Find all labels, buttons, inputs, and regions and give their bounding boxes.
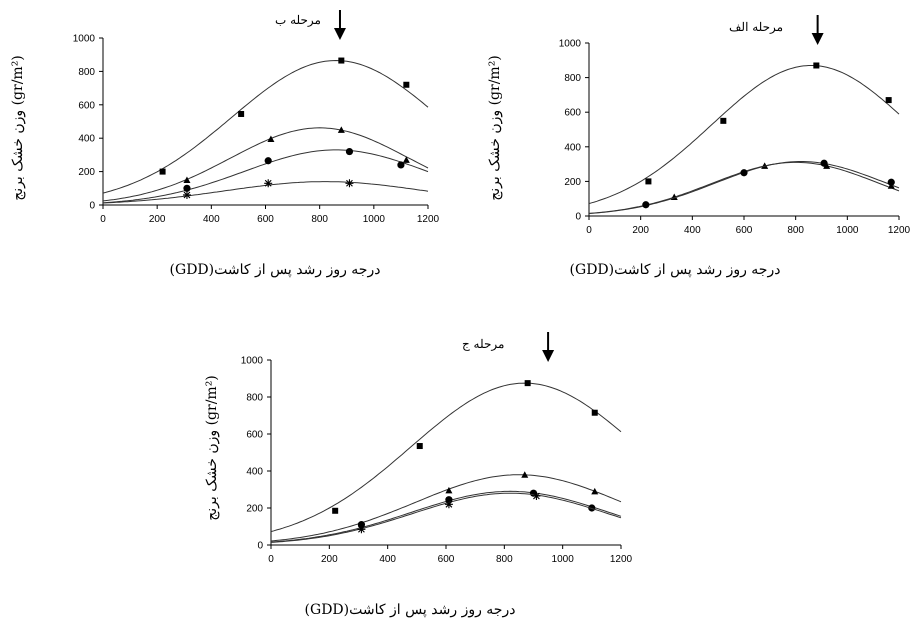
data-point-triangle [445, 486, 453, 494]
data-point-star [182, 190, 191, 199]
chart-panel-b: مرحله ب وزن خشک برنج (gr/m²) درجه روز رش… [0, 0, 455, 300]
fit-curve-square [270, 382, 622, 533]
x-tick-label: 1000 [836, 225, 859, 236]
x-tick-label: 400 [203, 214, 220, 225]
y-tick-label: 400 [246, 467, 263, 478]
x-tick-label: 1200 [417, 214, 440, 225]
y-tick-label: 800 [246, 393, 263, 404]
plot-alef: 0 200 400 600 800 1000 1200 0 200 400 600 800 1000 [559, 15, 911, 236]
data-point-circle [397, 161, 405, 169]
y-tick-label: 200 [246, 504, 263, 515]
y-tick-label: 600 [246, 430, 263, 441]
y-tick-label: 600 [78, 100, 95, 111]
stage-label-b: مرحله ب [275, 13, 321, 27]
data-point-square [416, 443, 423, 450]
x-tick-label: 1200 [610, 554, 633, 565]
x-tick-label: 0 [268, 554, 274, 565]
data-point-circle [345, 147, 354, 156]
data-point-star [345, 179, 354, 188]
x-tick-label: 0 [586, 225, 592, 236]
stage-arrow-head [333, 28, 346, 40]
y-tick-label: 800 [564, 73, 581, 84]
data-point-square [885, 97, 892, 104]
fit-curve-star [270, 492, 622, 543]
data-point-triangle [337, 126, 345, 133]
y-tick-label: 400 [564, 142, 581, 153]
x-tick-label: 200 [632, 225, 649, 236]
data-point-square [403, 81, 410, 88]
y-tick-label: 200 [78, 167, 95, 178]
data-point-triangle [521, 471, 529, 478]
y-tick-label: 1000 [241, 356, 264, 367]
data-point-square [813, 62, 820, 69]
x-tick-label: 400 [379, 554, 396, 565]
stage-label-alef: مرحله الف [729, 20, 784, 34]
x-tick-label: 800 [496, 554, 513, 565]
x-tick-label: 1000 [363, 214, 386, 225]
data-point-circle [642, 201, 650, 209]
data-point-triangle [183, 176, 191, 183]
data-point-triangle [591, 487, 599, 495]
data-point-circle [264, 157, 272, 165]
data-point-triangle [402, 156, 410, 163]
x-tick-label: 800 [311, 214, 328, 225]
x-tick-label: 400 [684, 225, 701, 236]
x-tick-label: 600 [257, 214, 274, 225]
data-point-square [332, 507, 339, 514]
data-point-square [238, 110, 245, 117]
data-point-square [720, 117, 727, 124]
data-point-square [591, 409, 598, 416]
x-tick-label: 600 [438, 554, 455, 565]
data-point-circle [887, 178, 895, 186]
fit-curve-square [102, 59, 429, 194]
data-point-square [645, 178, 652, 185]
y-tick-label: 600 [564, 108, 581, 119]
y-tick-label: 200 [564, 177, 581, 188]
y-tick-label: 800 [78, 67, 95, 78]
data-point-star [532, 491, 541, 500]
y-tick-label: 1000 [559, 39, 582, 50]
y-tick-label: 0 [89, 201, 95, 212]
data-point-star [444, 500, 453, 509]
x-axis-label-alef: درجه روز رشد پس از کاشت(GDD) [569, 262, 781, 278]
x-tick-label: 1200 [888, 225, 911, 236]
fit-curve-triangle [102, 127, 429, 202]
stage-label-jim: مرحله ج [462, 337, 505, 351]
plot-jim: 0 200 400 600 800 1000 1200 0 200 400 600 800 1000 [241, 332, 633, 565]
data-point-circle [820, 159, 828, 167]
y-tick-label: 400 [78, 134, 95, 145]
fit-curve-triangle [270, 474, 622, 542]
x-tick-label: 600 [736, 225, 753, 236]
data-point-square [159, 168, 166, 175]
chart-panel-jim: مرحله ج وزن خشک برنج (gr/m²) درجه روز رش… [180, 320, 660, 620]
x-tick-label: 200 [321, 554, 338, 565]
plot-b: 0 200 400 600 800 1000 1200 0 200 400 600 800 1000 [73, 10, 440, 225]
x-tick-label: 0 [100, 214, 106, 225]
stage-arrow-head [811, 33, 824, 45]
stage-arrow-head [542, 350, 555, 362]
data-point-triangle [761, 162, 769, 169]
data-point-triangle [267, 135, 275, 143]
x-axis-label-b: درجه روز رشد پس از کاشت(GDD) [169, 262, 381, 278]
x-tick-label: 200 [149, 214, 166, 225]
chart-panel-alef: مرحله الف وزن خشک برنج (gr/m²) درجه روز … [455, 0, 911, 300]
data-point-circle [740, 169, 748, 177]
y-tick-label: 0 [257, 541, 263, 552]
data-point-square [524, 380, 531, 387]
x-tick-label: 800 [787, 225, 804, 236]
fit-curve-circle [102, 149, 429, 204]
x-tick-label: 1000 [552, 554, 575, 565]
data-point-circle [357, 521, 366, 529]
data-point-square [338, 57, 345, 64]
data-point-star [357, 525, 366, 534]
y-tick-label: 1000 [73, 34, 96, 45]
data-point-star [264, 179, 273, 188]
x-axis-label-jim: درجه روز رشد پس از کاشت(GDD) [304, 602, 516, 618]
data-point-circle [183, 184, 191, 192]
y-tick-label: 0 [575, 212, 581, 223]
fit-curve-square [588, 65, 900, 205]
